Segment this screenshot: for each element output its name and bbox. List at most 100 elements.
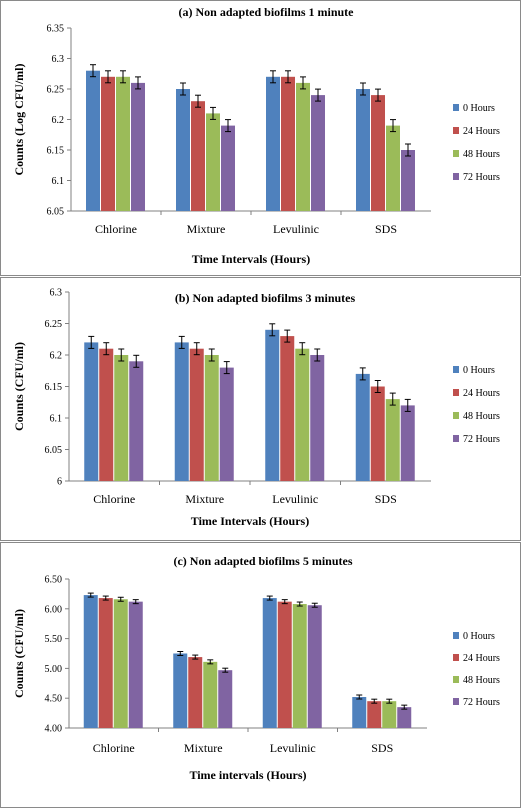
bar-72-hours-levulinic: [307, 605, 322, 728]
legend-label: 72 Hours: [463, 434, 500, 445]
legend-label: 24 Hours: [463, 126, 500, 137]
bar-24-hours-mixture: [188, 657, 203, 728]
y-axis-label: Counts (Log CFU/ml): [12, 63, 26, 175]
legend-swatch: [453, 632, 459, 639]
x-category-label: Levulinic: [273, 222, 319, 236]
legend-label: 24 Hours: [463, 653, 500, 664]
bar-72-hours-mixture: [219, 367, 234, 481]
legend-swatch: [453, 435, 459, 442]
bar-0-hours-chlorine: [86, 70, 100, 211]
x-category-label: Chlorine: [93, 741, 135, 755]
x-axis-label: Time Intervals (Hours): [191, 514, 309, 528]
legend-swatch: [453, 173, 459, 180]
bar-0-hours-sds: [356, 89, 370, 211]
x-category-label: Levulinic: [270, 741, 316, 755]
x-axis-label: Time intervals (Hours): [189, 768, 306, 782]
bar-72-hours-mixture: [218, 670, 233, 728]
bar-48-hours-levulinic: [295, 348, 310, 481]
chart-title: (a) Non adapted biofilms 1 minute: [178, 5, 354, 19]
y-tick-label: 6.1: [50, 414, 63, 425]
y-tick-label: 6: [57, 477, 62, 488]
legend-label: 0 Hours: [463, 365, 495, 376]
y-tick-label: 6.2: [50, 351, 63, 362]
x-axis-label: Time Intervals (Hours): [192, 252, 310, 266]
legend-swatch: [453, 104, 459, 111]
bar-24-hours-levulinic: [281, 76, 295, 211]
bar-24-hours-sds: [367, 701, 382, 728]
legend-swatch: [453, 654, 459, 661]
bar-48-hours-mixture: [204, 355, 219, 481]
y-tick-label: 6.25: [47, 85, 65, 96]
x-category-label: Levulinic: [272, 492, 318, 506]
bar-48-hours-sds: [386, 125, 400, 211]
y-tick-label: 5.00: [45, 664, 63, 675]
legend-label: 72 Hours: [463, 697, 500, 708]
legend-label: 48 Hours: [463, 411, 500, 422]
legend-label: 0 Hours: [463, 103, 495, 114]
y-tick-label: 4.00: [45, 724, 63, 735]
chart-b-svg: (b) Non adapted biofilms 3 minutes 6 6.05 6…: [12, 288, 500, 529]
y-tick-label: 4.50: [45, 694, 63, 705]
y-tick-label: 6.05: [47, 207, 65, 218]
bar-48-hours-chlorine: [116, 76, 130, 211]
bar-0-hours-sds: [352, 697, 367, 728]
bar-24-hours-sds: [371, 95, 385, 211]
y-tick-label: 6.15: [45, 382, 63, 393]
y-tick-label: 6.1: [52, 176, 65, 187]
bar-24-hours-levulinic: [277, 601, 292, 728]
chart-c-svg: (c) Non adapted biofilms 5 minutes 4.00 4.…: [12, 554, 500, 782]
legend-swatch: [453, 366, 459, 373]
chart-panel-c: (c) Non adapted biofilms 5 minutes 4.00 4.…: [0, 542, 521, 808]
x-category-label: Chlorine: [93, 492, 135, 506]
x-category-label: Chlorine: [95, 222, 137, 236]
bar-24-hours-chlorine: [99, 348, 114, 481]
x-category-label: SDS: [375, 222, 397, 236]
legend-label: 0 Hours: [463, 631, 495, 642]
bar-72-hours-mixture: [221, 125, 235, 211]
x-category-label: Mixture: [187, 222, 226, 236]
bar-48-hours-sds: [385, 399, 400, 481]
legend-label: 72 Hours: [463, 172, 500, 183]
bar-48-hours-levulinic: [292, 604, 307, 728]
bar-0-hours-sds: [355, 373, 370, 481]
bar-72-hours-chlorine: [131, 82, 145, 212]
y-tick-label: 6.00: [45, 604, 63, 615]
y-tick-label: 6.15: [47, 146, 65, 157]
bar-24-hours-chlorine: [98, 598, 113, 728]
x-category-label: SDS: [375, 492, 397, 506]
bar-72-hours-levulinic: [310, 355, 325, 481]
bar-0-hours-levulinic: [262, 598, 277, 728]
bar-0-hours-levulinic: [266, 76, 280, 211]
bar-72-hours-chlorine: [129, 361, 144, 481]
bar-48-hours-chlorine: [113, 599, 128, 728]
bar-48-hours-mixture: [206, 113, 220, 211]
bar-24-hours-sds: [370, 386, 385, 481]
bar-0-hours-mixture: [176, 89, 190, 211]
legend-swatch: [453, 150, 459, 157]
legend-swatch: [453, 698, 459, 705]
x-category-label: Mixture: [185, 492, 224, 506]
bar-72-hours-levulinic: [311, 95, 325, 211]
chart-panel-a: (a) Non adapted biofilms 1 minute 6.05 6.1…: [0, 0, 521, 276]
chart-title: (b) Non adapted biofilms 3 minutes: [175, 291, 356, 305]
bar-24-hours-mixture: [189, 348, 204, 481]
bar-72-hours-sds: [397, 707, 412, 728]
bar-24-hours-levulinic: [280, 336, 295, 481]
legend-swatch: [453, 676, 459, 683]
bar-0-hours-mixture: [173, 653, 188, 728]
y-tick-label: 6.25: [45, 319, 63, 330]
bar-72-hours-chlorine: [128, 601, 143, 728]
y-tick-label: 5.50: [45, 634, 63, 645]
bar-72-hours-sds: [401, 150, 415, 211]
chart-a-svg: (a) Non adapted biofilms 1 minute 6.05 6.1…: [12, 5, 500, 266]
y-axis-label: Counts (CFU/ml): [12, 342, 26, 431]
chart-title: (c) Non adapted biofilms 5 minutes: [173, 554, 352, 568]
bar-48-hours-mixture: [203, 661, 218, 728]
y-tick-label: 6.05: [45, 445, 63, 456]
bar-48-hours-sds: [382, 701, 397, 728]
legend-swatch: [453, 127, 459, 134]
chart-panel-b: (b) Non adapted biofilms 3 minutes 6 6.05 6…: [0, 277, 521, 541]
legend-swatch: [453, 389, 459, 396]
y-tick-label: 6.50: [45, 575, 63, 586]
y-tick-label: 6.2: [52, 115, 65, 126]
